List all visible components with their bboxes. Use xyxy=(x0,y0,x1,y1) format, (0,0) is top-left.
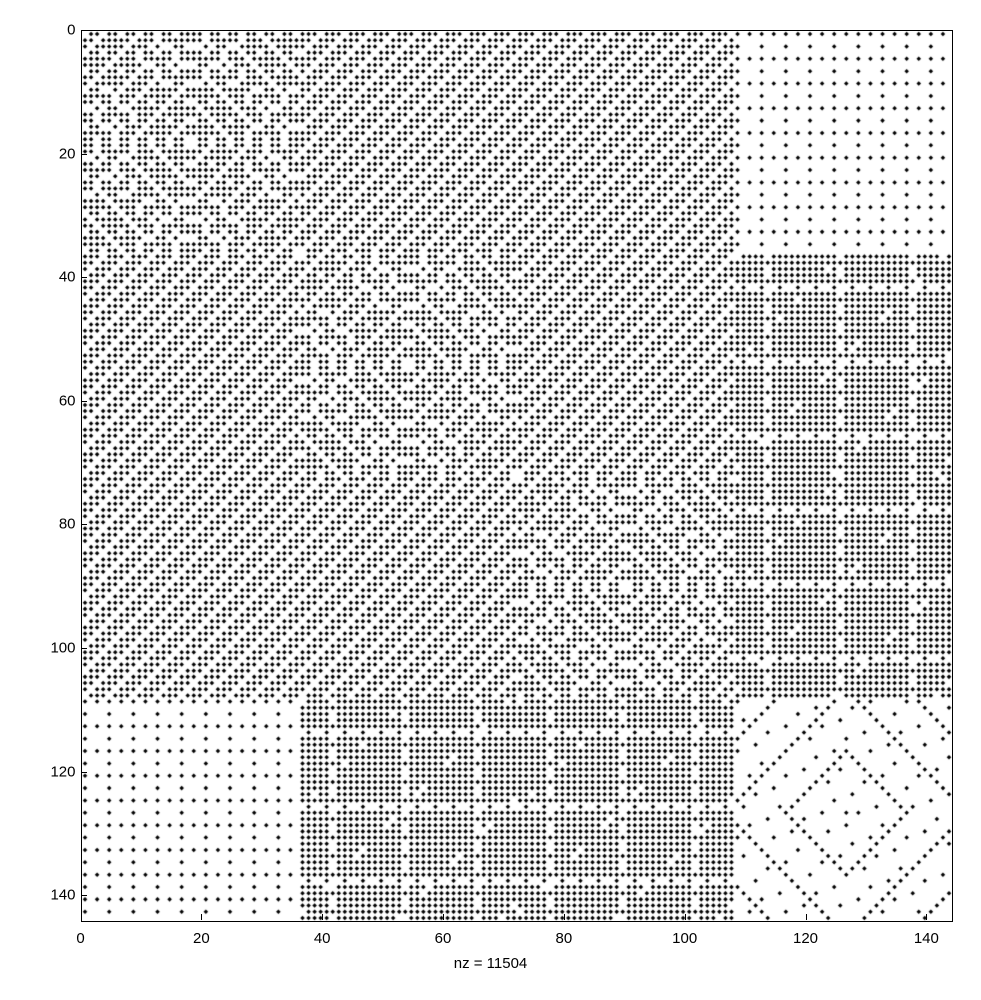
y-tick-label: 20 xyxy=(36,145,76,162)
nz-label: nz = 11504 xyxy=(454,955,528,972)
y-tick-mark xyxy=(81,524,87,525)
x-tick-label: 20 xyxy=(193,930,210,947)
x-tick-label: 100 xyxy=(672,930,697,947)
y-tick-label: 40 xyxy=(36,269,76,286)
y-tick-mark xyxy=(81,895,87,896)
y-tick-mark xyxy=(81,648,87,649)
y-tick-label: 100 xyxy=(36,640,76,657)
x-tick-label: 80 xyxy=(555,930,572,947)
y-tick-mark xyxy=(81,401,87,402)
x-tick-label: 60 xyxy=(435,930,452,947)
x-tick-mark xyxy=(443,914,444,920)
plot-area xyxy=(81,30,953,922)
x-tick-label: 40 xyxy=(314,930,331,947)
sparsity-canvas xyxy=(82,31,952,921)
x-tick-label: 0 xyxy=(76,930,84,947)
y-tick-mark xyxy=(81,772,87,773)
x-tick-mark xyxy=(685,914,686,920)
x-tick-mark xyxy=(564,914,565,920)
x-tick-mark xyxy=(926,914,927,920)
x-tick-mark xyxy=(322,914,323,920)
y-tick-mark xyxy=(81,154,87,155)
x-tick-label: 140 xyxy=(914,930,939,947)
y-tick-mark xyxy=(81,30,87,31)
x-tick-mark xyxy=(806,914,807,920)
spy-plot-container: nz = 11504 0 20 40 60 80 100 120 140 0 20 40 60 80 10… xyxy=(21,20,961,980)
y-tick-label: 60 xyxy=(36,392,76,409)
x-tick-label: 120 xyxy=(793,930,818,947)
y-tick-mark xyxy=(81,277,87,278)
x-tick-mark xyxy=(201,914,202,920)
y-tick-label: 140 xyxy=(36,887,76,904)
x-tick-mark xyxy=(81,914,82,920)
y-tick-label: 120 xyxy=(36,763,76,780)
y-tick-label: 80 xyxy=(36,516,76,533)
y-tick-label: 0 xyxy=(36,22,76,39)
